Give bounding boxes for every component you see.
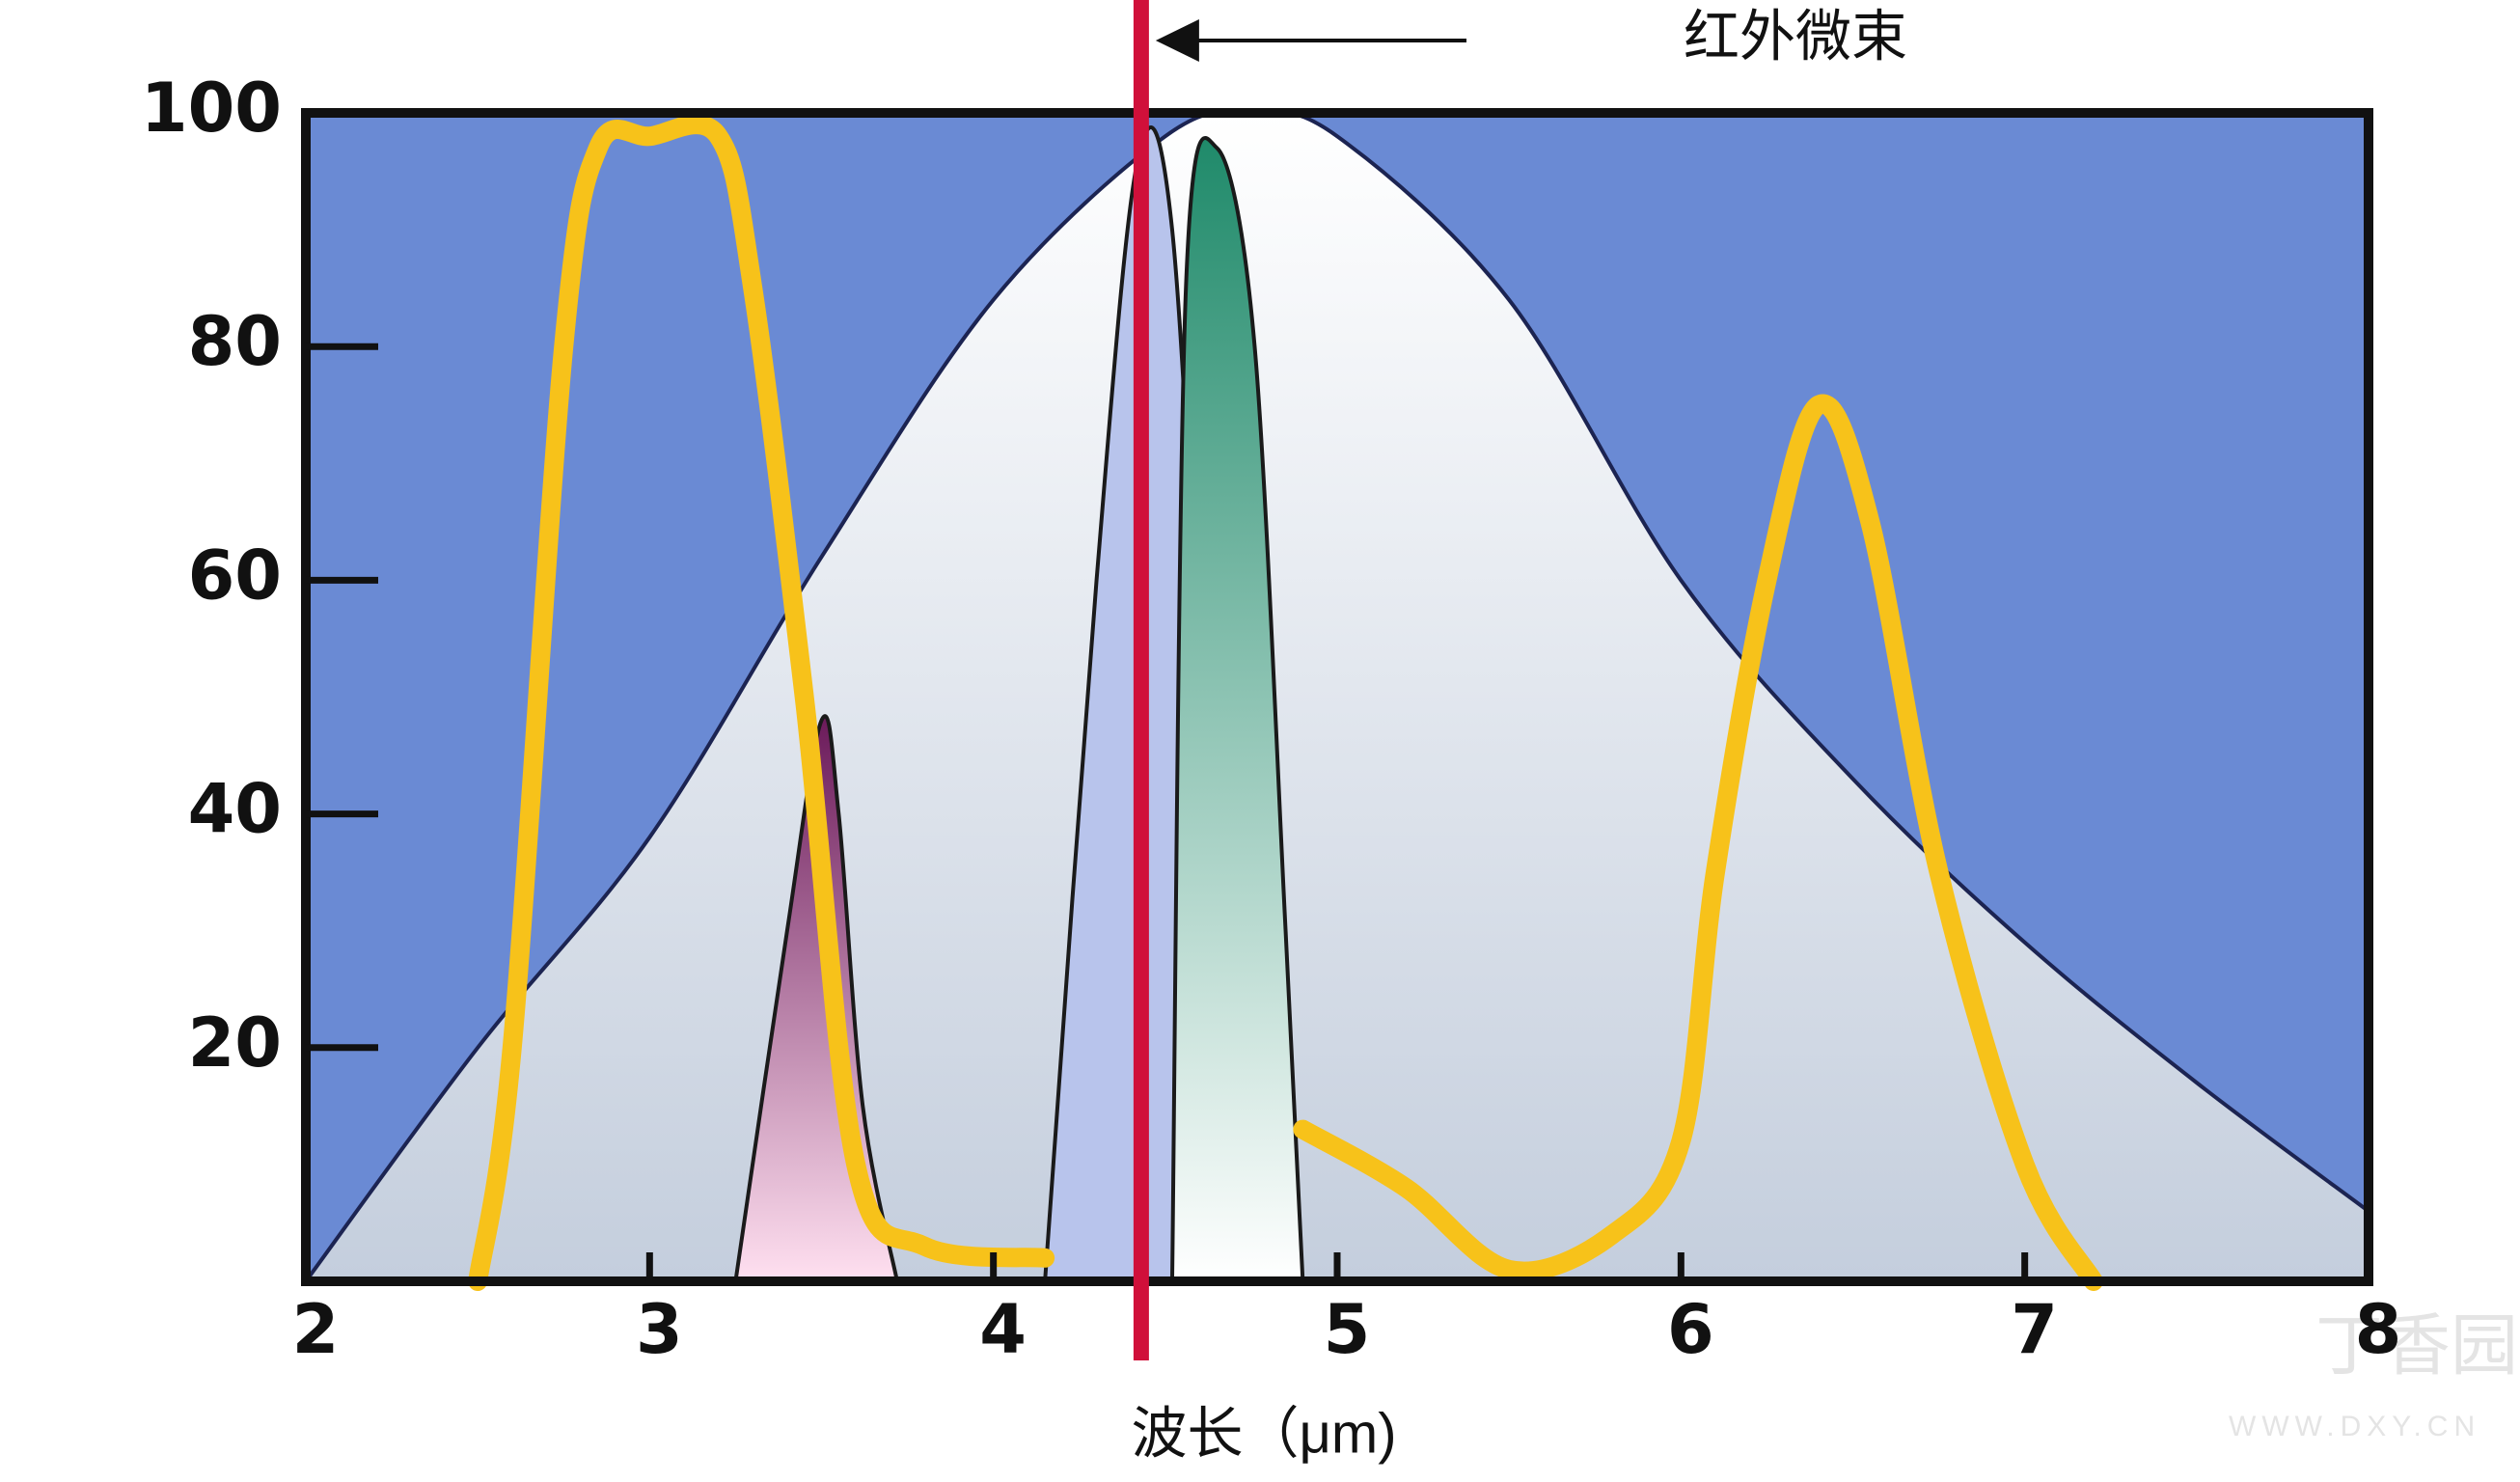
watermark: 丁香园 — [2315, 1307, 2518, 1383]
y-tick-label: 40 — [188, 770, 282, 849]
x-tick-label: 5 — [1324, 1290, 1371, 1369]
x-tick-label: 7 — [2011, 1290, 2058, 1369]
watermark-url: WWW.DXY.CN — [2229, 1411, 2480, 1442]
series-line — [468, 115, 2103, 1291]
y-tick-label: 100 — [141, 69, 282, 148]
x-tick-label: 6 — [1667, 1290, 1714, 1369]
series-area — [1169, 136, 1305, 1283]
x-axis-label: 波长（μm) — [1131, 1402, 1396, 1465]
y-tick-label: 80 — [188, 302, 282, 381]
x-tick-label: 3 — [636, 1290, 683, 1369]
annotation: 红外微束 — [1684, 5, 1907, 68]
y-tick-label: 60 — [188, 535, 282, 615]
x-tick-label: 2 — [292, 1290, 340, 1369]
y-tick-label: 20 — [188, 1003, 282, 1083]
x-tick-label: 8 — [2355, 1290, 2402, 1369]
x-tick-label: 4 — [979, 1290, 1027, 1369]
arrow-head — [1155, 19, 1199, 62]
